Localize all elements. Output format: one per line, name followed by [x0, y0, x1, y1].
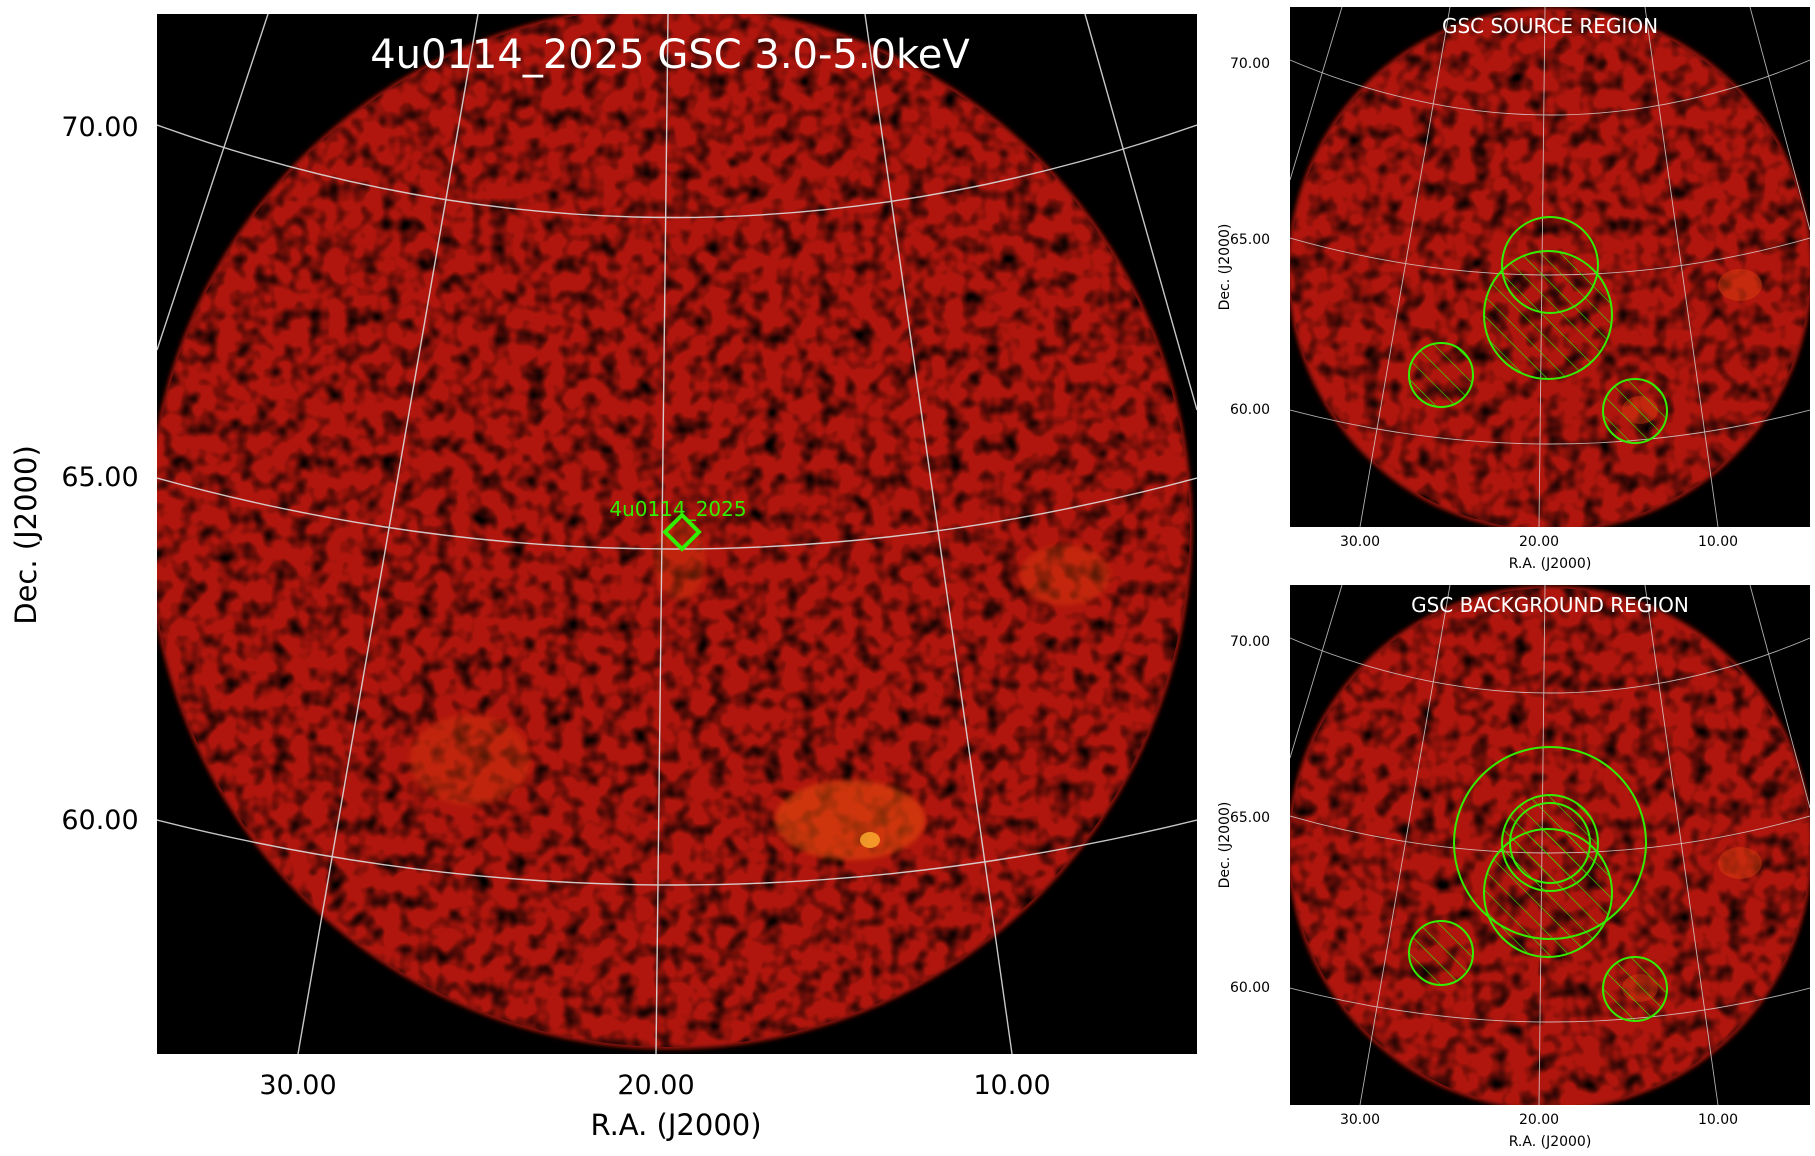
source-panel-title: GSC SOURCE REGION: [1442, 14, 1658, 38]
excluded-region-left: [1408, 342, 1474, 408]
main-x-axis-title: R.A. (J2000): [590, 1108, 761, 1142]
main-y-tick-65: 65.00: [61, 462, 138, 493]
background-x-tick-10: 10.00: [1698, 1112, 1738, 1128]
main-y-axis-title: Dec. (J2000): [9, 445, 43, 625]
excluded-region-right: [1602, 378, 1668, 444]
background-sky-image: GSC BACKGROUND REGION: [1290, 585, 1810, 1105]
excluded-region-center-bkg: [1483, 828, 1613, 958]
background-panel-title: GSC BACKGROUND REGION: [1411, 593, 1689, 617]
main-x-tick-20: 20.00: [617, 1070, 694, 1101]
source-region-panel: GSC SOURCE REGION 70.00 65.00 60.00 30.0…: [1217, 7, 1810, 572]
source-x-tick-30: 30.00: [1340, 534, 1380, 550]
background-x-tick-20: 20.00: [1519, 1112, 1559, 1128]
main-sky-image: 4u0114_2025 4u0114_2025 GSC 3.0-5.0keV: [157, 14, 1197, 1054]
source-marker-icon: [662, 512, 702, 552]
main-coordinate-grid: [157, 14, 1197, 1054]
main-x-tick-10: 10.00: [973, 1070, 1050, 1101]
main-y-tick-70: 70.00: [61, 112, 138, 143]
background-y-tick-65: 65.00: [1230, 810, 1270, 826]
source-y-axis-title: Dec. (J2000): [1217, 224, 1233, 311]
source-y-tick-70: 70.00: [1230, 56, 1270, 72]
background-y-tick-60: 60.00: [1230, 980, 1270, 996]
excluded-region-right-bkg: [1602, 956, 1668, 1022]
excluded-region-center: [1483, 250, 1613, 380]
main-x-tick-30: 30.00: [259, 1070, 336, 1101]
background-x-axis-title: R.A. (J2000): [1509, 1134, 1592, 1150]
background-y-tick-70: 70.00: [1230, 634, 1270, 650]
main-y-tick-60: 60.00: [61, 805, 138, 836]
source-x-tick-10: 10.00: [1698, 534, 1738, 550]
source-regions: [1408, 216, 1668, 444]
main-title: 4u0114_2025 GSC 3.0-5.0keV: [370, 32, 970, 78]
source-y-tick-65: 65.00: [1230, 232, 1270, 248]
background-region-panel: GSC BACKGROUND REGION 70.00 65.00 60.00 …: [1217, 585, 1810, 1150]
source-x-axis-title: R.A. (J2000): [1509, 556, 1592, 572]
source-y-tick-60: 60.00: [1230, 402, 1270, 418]
background-y-axis-title: Dec. (J2000): [1217, 802, 1233, 889]
excluded-region-left-bkg: [1408, 920, 1474, 986]
background-regions: [1408, 746, 1668, 1022]
main-panel: 4u0114_2025 4u0114_2025 GSC 3.0-5.0keV 7…: [9, 14, 1197, 1142]
source-sky-image: GSC SOURCE REGION: [1290, 7, 1810, 527]
background-coordinate-grid: [1290, 585, 1810, 1105]
background-x-tick-30: 30.00: [1340, 1112, 1380, 1128]
source-x-tick-20: 20.00: [1519, 534, 1559, 550]
source-label: 4u0114_2025: [609, 497, 746, 521]
